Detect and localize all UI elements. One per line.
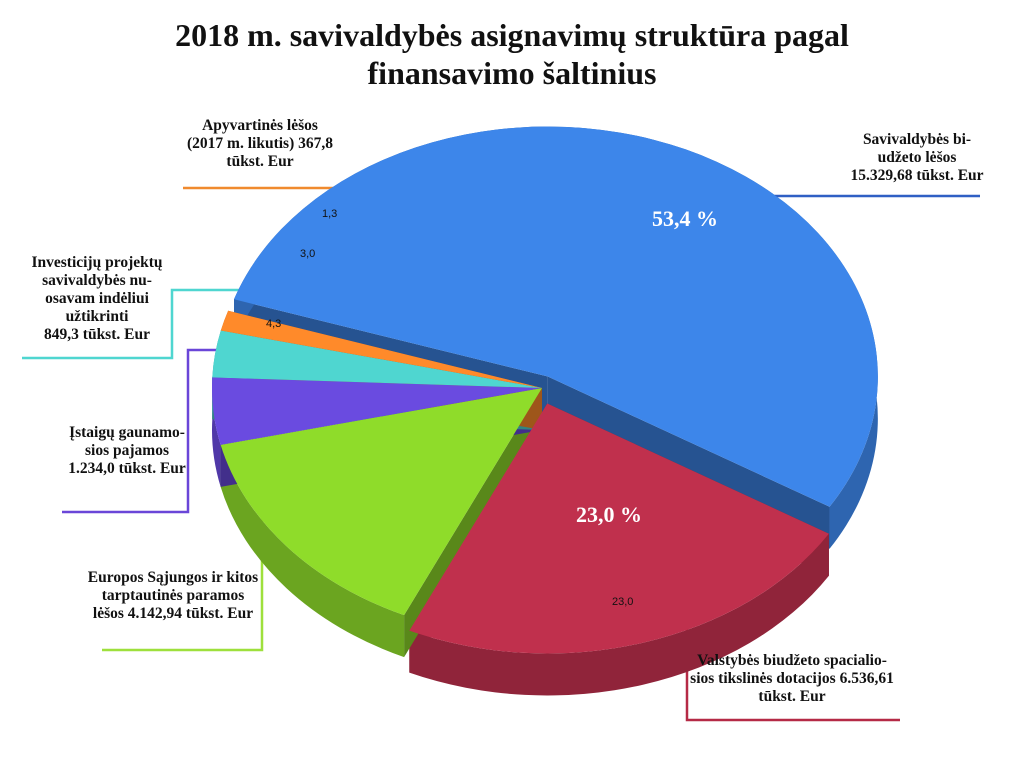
slice-valstybes xyxy=(409,403,829,654)
slice-es-side xyxy=(220,444,405,658)
slice-savivaldybes xyxy=(234,126,878,507)
label-valstybes: Valstybės biudžeto spacialio- sios tiksl… xyxy=(690,652,894,705)
label-apyvartines: Apyvartinės lėšos (2017 m. likutis) 367,… xyxy=(187,117,333,170)
label-istaigu: Įstaigų gaunamo- sios pajamos 1.234,0 tū… xyxy=(68,424,186,477)
slice-es xyxy=(220,388,542,616)
data-label-istaigu: 4,3 xyxy=(266,318,282,330)
label-savivaldybes: Savivaldybės bi- udžeto lėšos 15.329,68 … xyxy=(850,131,984,184)
slice-tops xyxy=(212,126,878,654)
data-label-savivaldybes: 53,4 % xyxy=(652,206,718,231)
chart-title-line-2: finansavimo šaltinius xyxy=(367,55,657,91)
label-es: Europos Sąjungos ir kitos tarptautinės p… xyxy=(87,569,259,622)
leader-line-investiciju xyxy=(22,288,272,360)
chart-title: 2018 m. savivaldybės asignavimų struktūr… xyxy=(0,16,1024,92)
secondary-label-valstybes: 23,0 xyxy=(612,596,634,608)
data-label-apyvartines: 1,3 xyxy=(322,208,338,220)
slice-apyvartines xyxy=(220,310,543,388)
chart-title-line-1: 2018 m. savivaldybės asignavimų struktūr… xyxy=(175,17,849,53)
slice-valstybes-side xyxy=(409,533,829,696)
slice-investiciju xyxy=(212,330,543,388)
slice-istaigu-side xyxy=(212,377,221,487)
data-label-valstybes: 23,0 % xyxy=(576,502,642,527)
label-investiciju: Investicijų projektų savivaldybės nu- os… xyxy=(31,254,163,343)
slice-istaigu xyxy=(212,377,543,445)
data-label-investiciju: 3,0 xyxy=(300,248,316,260)
